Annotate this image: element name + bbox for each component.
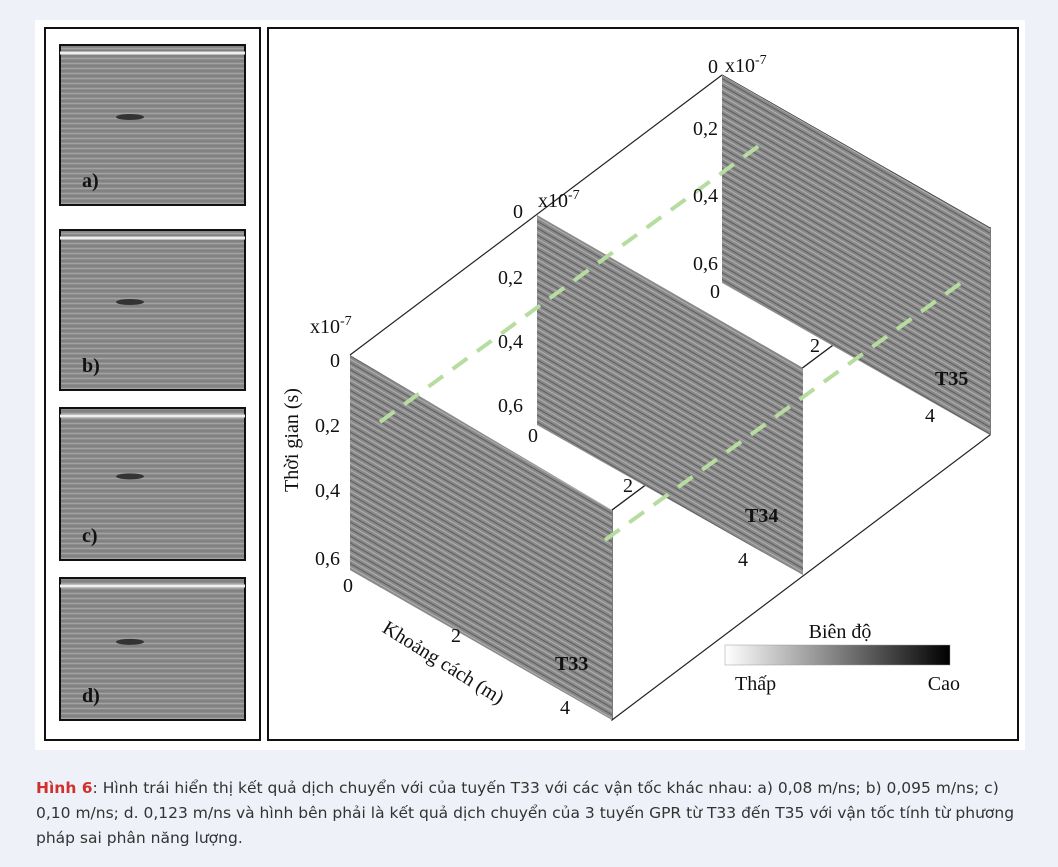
time-tick: 0,4: [693, 185, 718, 207]
caption-text: : Hình trái hiển thị kết quả dịch chuyển…: [36, 779, 1014, 847]
profile-name: T35: [935, 368, 968, 390]
exponent-power: -7: [755, 53, 767, 68]
time-tick: 0,4: [315, 480, 340, 502]
exponent-base: x10: [538, 190, 568, 212]
time-tick: 0,6: [498, 395, 523, 417]
time-tick: 0,6: [693, 253, 718, 275]
hyperbola: [116, 639, 144, 645]
figure: a)b)c)d) 00,20,40,6024x10-7T3300,20,40,6…: [0, 0, 1058, 770]
colorbar-high: Cao: [928, 673, 960, 695]
hyperbola: [116, 114, 144, 120]
time-tick: 0: [513, 201, 523, 223]
exponent-power: -7: [568, 188, 580, 203]
hyperbola: [116, 299, 144, 305]
panel-label: c): [82, 525, 98, 547]
hyperbola: [116, 473, 144, 479]
distance-tick: 2: [810, 335, 820, 357]
panel-label: d): [82, 685, 100, 707]
time-tick: 0: [708, 56, 718, 78]
distance-tick: 0: [710, 281, 720, 303]
distance-tick: 0: [528, 425, 538, 447]
exponent-power: -7: [340, 314, 352, 329]
distance-tick: 2: [623, 475, 633, 497]
panel-label: a): [82, 170, 99, 192]
distance-tick: 4: [560, 697, 570, 719]
left-panels: a) b) c) d): [60, 45, 245, 720]
time-tick: 0,2: [693, 118, 718, 140]
caption: Hình 6: Hình trái hiển thị kết quả dịch …: [36, 776, 1026, 851]
panel-label: b): [82, 355, 100, 377]
time-tick: 0,2: [498, 267, 523, 289]
colorbar-low: Thấp: [735, 673, 776, 695]
distance-tick: 0: [343, 575, 353, 597]
profile-name: T34: [745, 505, 778, 527]
distance-tick: 4: [925, 405, 935, 427]
colorbar: [725, 645, 950, 665]
y-axis-label: Thời gian (s): [281, 388, 303, 492]
time-tick: 0,6: [315, 548, 340, 570]
colorbar-title: Biên độ: [809, 621, 872, 643]
time-tick: 0: [330, 350, 340, 372]
distance-tick: 4: [738, 549, 748, 571]
exponent-base: x10: [725, 55, 755, 77]
page: a)b)c)d) 00,20,40,6024x10-7T3300,20,40,6…: [0, 0, 1058, 867]
profile-name: T33: [555, 653, 588, 675]
caption-label: Hình 6: [36, 779, 93, 797]
time-tick: 0,4: [498, 331, 523, 353]
exponent-base: x10: [310, 316, 340, 338]
distance-tick: 2: [451, 625, 461, 647]
time-tick: 0,2: [315, 415, 340, 437]
